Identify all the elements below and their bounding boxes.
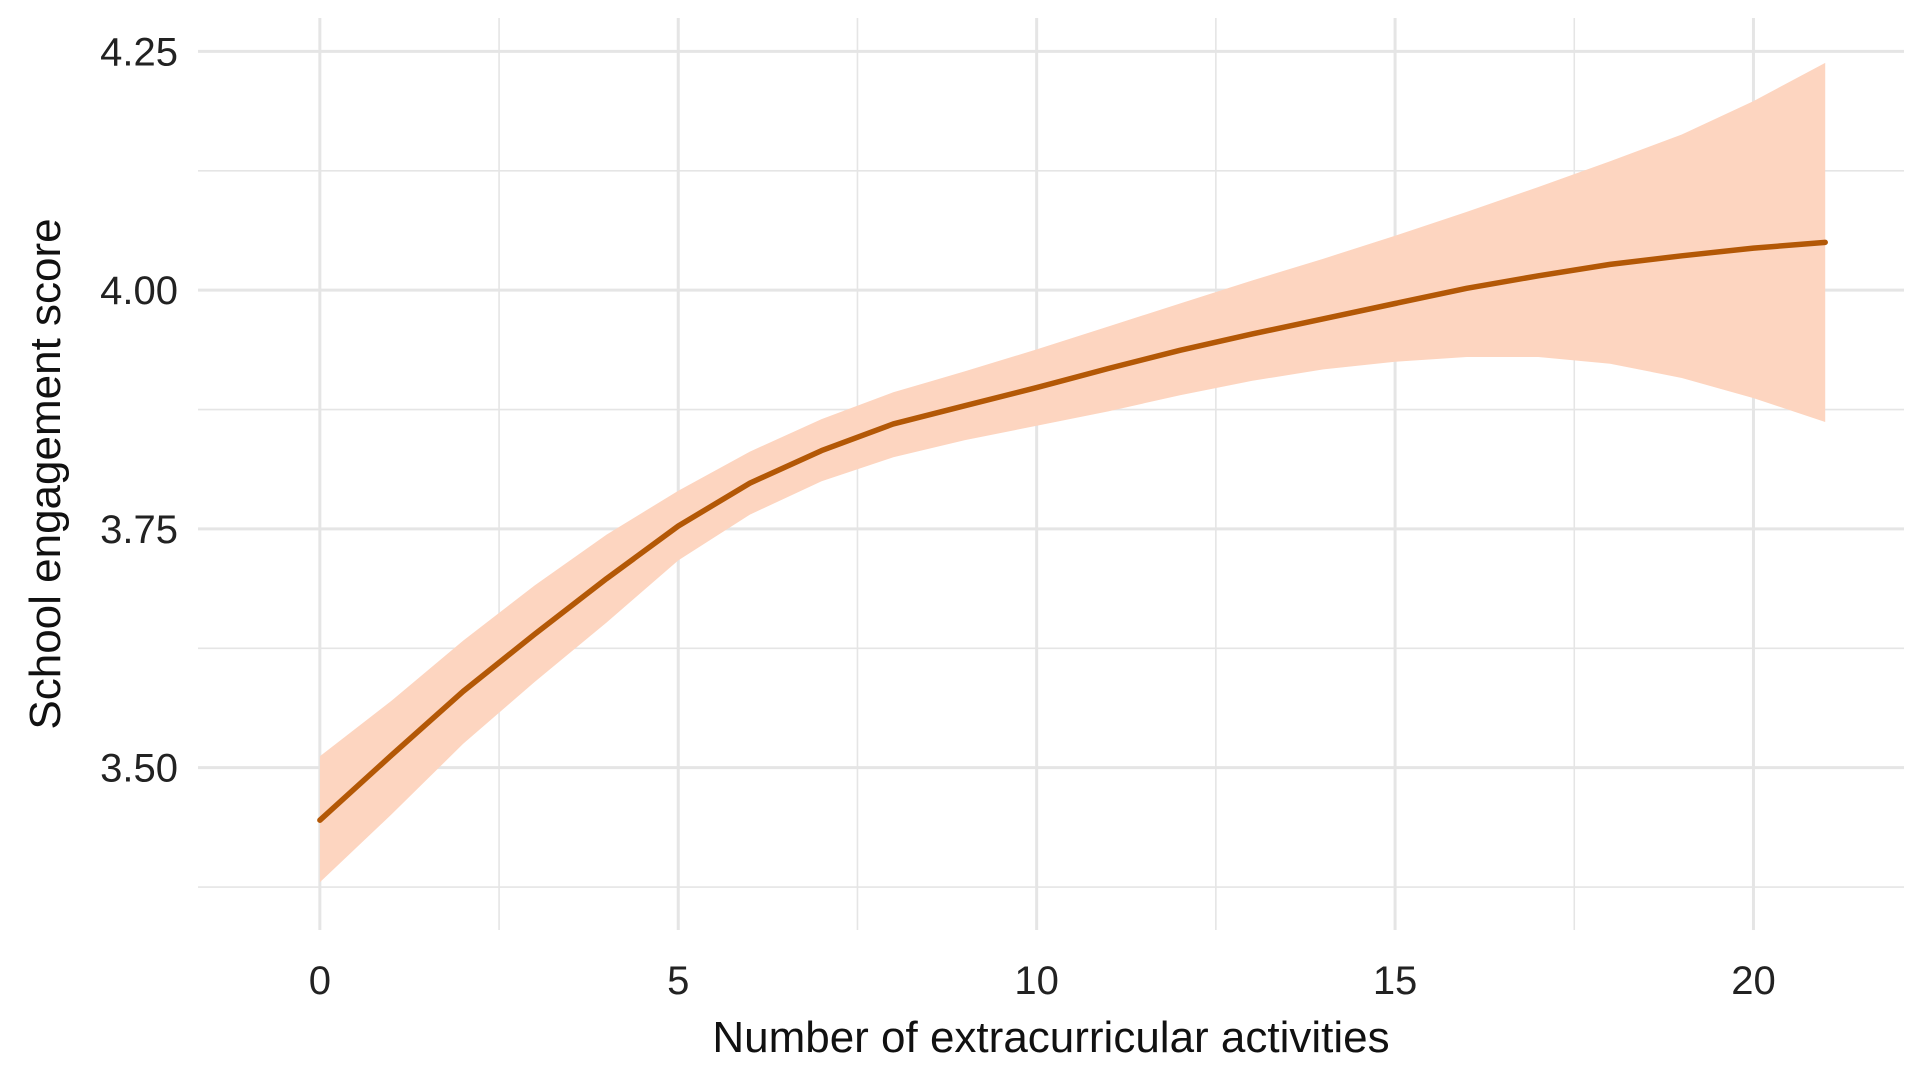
confidence-band [319,62,1826,883]
x-tick-label: 5 [667,959,689,1003]
y-tick-label: 4.00 [100,269,178,313]
y-tick-label: 3.50 [100,747,178,791]
y-axis-title: School engagement score [21,218,70,729]
tick-label-layer: 0 5 10 15 20 3.50 3.75 4.00 4.25 [100,30,1776,1003]
confidence-band-layer [319,62,1826,883]
y-tick-label: 3.75 [100,508,178,552]
line-layer [317,239,1828,823]
x-tick-label: 15 [1373,959,1418,1003]
fitted-line [317,239,1828,823]
x-tick-label: 20 [1731,959,1776,1003]
x-tick-label: 0 [309,959,331,1003]
x-axis-title: Number of extracurricular activities [712,1013,1389,1062]
x-tick-label: 10 [1014,959,1059,1003]
y-tick-label: 4.25 [100,30,178,74]
